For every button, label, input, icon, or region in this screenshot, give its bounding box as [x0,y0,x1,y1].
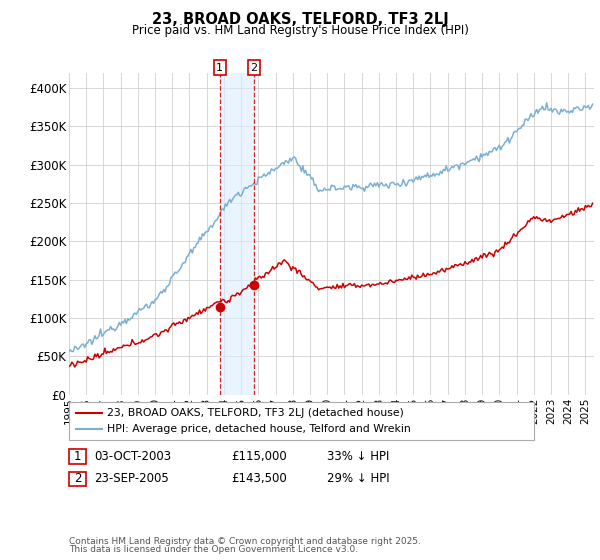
Text: Contains HM Land Registry data © Crown copyright and database right 2025.: Contains HM Land Registry data © Crown c… [69,537,421,546]
Text: 23, BROAD OAKS, TELFORD, TF3 2LJ: 23, BROAD OAKS, TELFORD, TF3 2LJ [152,12,448,27]
Text: 2: 2 [74,472,81,486]
Text: 2: 2 [250,63,257,73]
Text: HPI: Average price, detached house, Telford and Wrekin: HPI: Average price, detached house, Telf… [107,424,410,434]
Text: 23-SEP-2005: 23-SEP-2005 [94,472,169,486]
Text: 1: 1 [74,450,81,463]
Bar [220,73,254,395]
Text: 03-OCT-2003: 03-OCT-2003 [94,450,172,463]
Text: Price paid vs. HM Land Registry's House Price Index (HPI): Price paid vs. HM Land Registry's House … [131,24,469,36]
Text: 23, BROAD OAKS, TELFORD, TF3 2LJ (detached house): 23, BROAD OAKS, TELFORD, TF3 2LJ (detach… [107,408,404,418]
Text: £115,000: £115,000 [231,450,287,463]
Text: 33% ↓ HPI: 33% ↓ HPI [327,450,389,463]
Text: This data is licensed under the Open Government Licence v3.0.: This data is licensed under the Open Gov… [69,545,358,554]
Text: £143,500: £143,500 [231,472,287,486]
Text: 29% ↓ HPI: 29% ↓ HPI [327,472,389,486]
Text: 1: 1 [216,63,223,73]
